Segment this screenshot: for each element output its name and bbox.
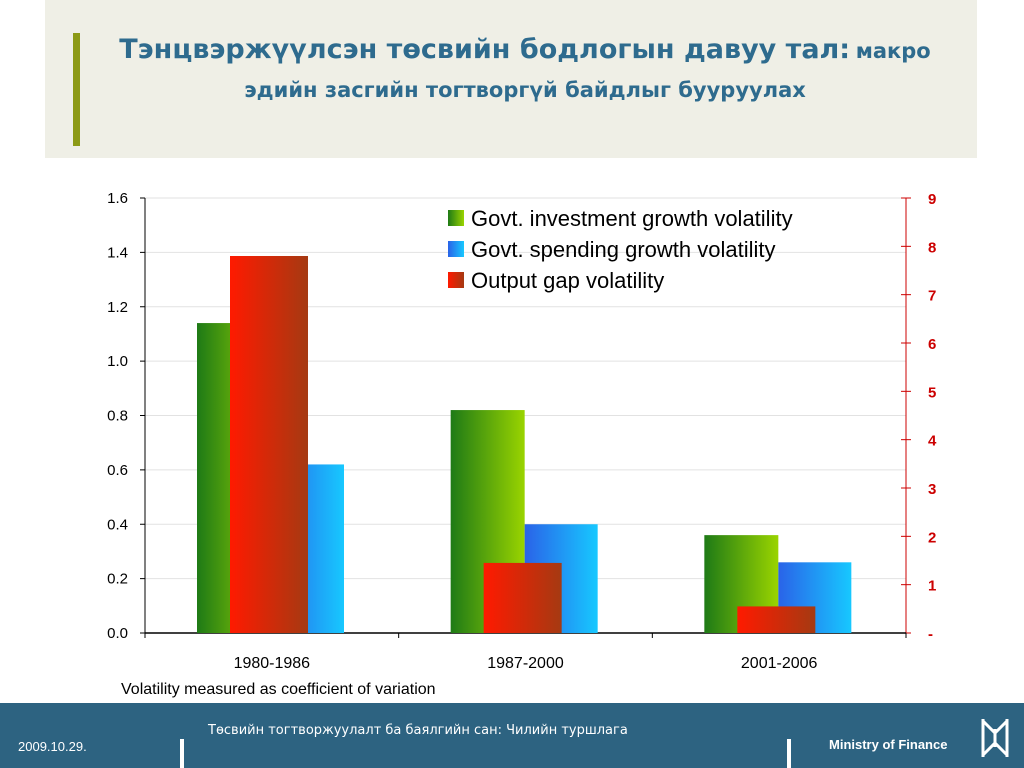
y-left-tick-label: 0.2	[107, 571, 128, 588]
bar-output-gap	[483, 562, 562, 633]
x-tick-label: 1980-1986	[234, 655, 311, 672]
y-right-tick-label: 4	[928, 433, 937, 450]
y-right-tick-label: 7	[928, 288, 936, 305]
page-title: Тэнцвэржүүлсэн төсвийн бодлогын давуу та…	[90, 30, 960, 107]
volatility-bar-chart: 0.0 0.2 0.4 0.6 0.8 1.0 1.2 1.4 1.6 - 1 2 3 4 5 6 7 8 9 198…	[107, 190, 937, 672]
y-right-tick-label: 1	[928, 578, 936, 595]
footer-ministry: Ministry of Finance	[829, 737, 948, 752]
footer-divider	[180, 739, 184, 768]
x-tick-label: 2001-2006	[741, 655, 818, 672]
y-right-tick-label: -	[928, 626, 933, 643]
legend-label: Govt. investment growth volatility	[471, 206, 793, 231]
x-tick-label: 1987-2000	[487, 655, 564, 672]
title-line2: эдийн засгийн тогтворгүй байдлыг бууруул…	[244, 78, 806, 102]
legend-label: Govt. spending growth volatility	[471, 237, 776, 262]
y-left-tick-label: 1.6	[107, 190, 128, 207]
y-right-tick-label: 2	[928, 529, 936, 546]
y-left-tick-label: 1.4	[107, 244, 128, 261]
y-right-tick-label: 9	[928, 191, 936, 208]
y-left-tick-label: 1.2	[107, 299, 128, 316]
legend-swatch	[448, 210, 464, 226]
y-right-tick-label: 3	[928, 481, 936, 498]
footer-center-text: Төсвийн тогтворжуулалт ба баялгийн сан: …	[208, 723, 628, 738]
header-band	[45, 0, 977, 158]
y-left-tick-label: 0.6	[107, 462, 128, 479]
y-right-tick-label: 8	[928, 239, 936, 256]
y-right-tick-label: 6	[928, 336, 936, 353]
y-right-tick-label: 5	[928, 384, 936, 401]
y-left-tick-label: 0.0	[107, 625, 128, 642]
ministry-logo-icon	[981, 719, 1009, 757]
legend-swatch	[448, 241, 464, 257]
legend-swatch	[448, 272, 464, 288]
chart-note: Volatility measured as coefficient of va…	[121, 681, 436, 698]
y-left-tick-label: 1.0	[107, 353, 128, 370]
legend-label: Output gap volatility	[471, 268, 664, 293]
header-accent-bar	[73, 33, 80, 146]
y-left-tick-label: 0.8	[107, 408, 128, 425]
title-sub: макро	[855, 39, 931, 63]
footer-date: 2009.10.29.	[18, 739, 87, 754]
bar-output-gap	[230, 256, 308, 633]
title-main: Тэнцвэржүүлсэн төсвийн бодлогын давуу та…	[119, 34, 851, 65]
y-left-tick-label: 0.4	[107, 516, 128, 533]
bar-output-gap	[737, 606, 816, 633]
footer-divider	[787, 739, 791, 768]
footer: 2009.10.29. Төсвийн тогтворжуулалт ба ба…	[0, 703, 1024, 768]
